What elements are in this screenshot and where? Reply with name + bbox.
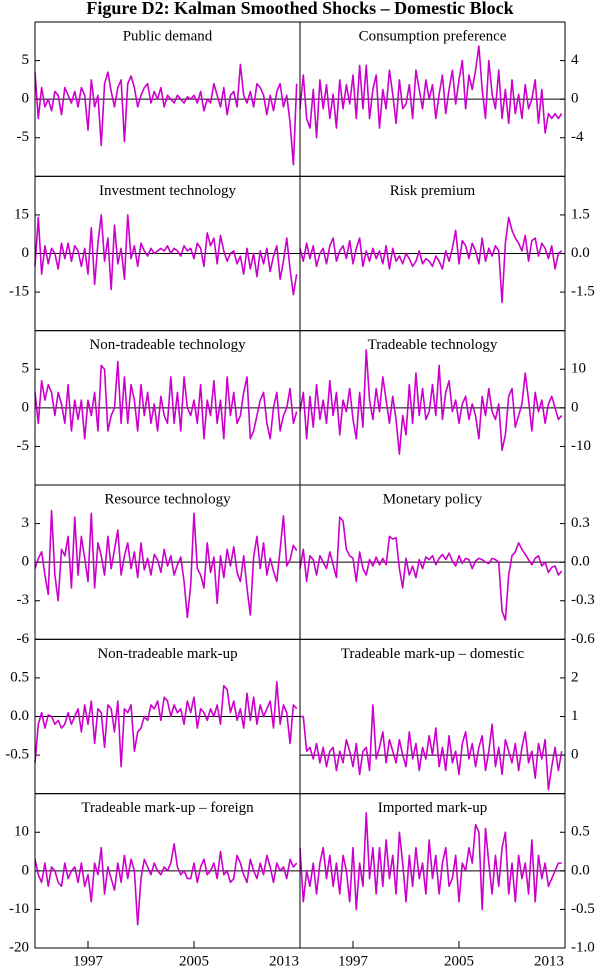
y-tick-label: 5 xyxy=(22,361,30,377)
y-tick-label: -0.5 xyxy=(571,901,595,917)
y-tick-label: 0.3 xyxy=(571,515,590,531)
panel-title: Tradeable mark-up – domestic xyxy=(341,646,524,662)
panel-title: Non-tradeable mark-up xyxy=(97,646,237,662)
y-tick-label: 0.0 xyxy=(571,554,590,570)
y-tick-label: 2 xyxy=(571,669,579,685)
series-line xyxy=(34,63,298,166)
y-tick-label: -4 xyxy=(571,129,584,145)
y-tick-label: -20 xyxy=(9,939,29,955)
series-line xyxy=(34,509,298,619)
y-tick-label: -0.5 xyxy=(5,747,29,763)
panel-title: Consumption preference xyxy=(359,28,507,44)
y-tick-label: 4 xyxy=(571,52,579,68)
series-line xyxy=(299,812,562,911)
y-tick-label: 3 xyxy=(22,515,30,531)
series-line xyxy=(299,216,563,304)
y-tick-label: 0.0 xyxy=(571,862,590,878)
y-tick-label: -3 xyxy=(17,592,30,608)
x-tick-label: 2005 xyxy=(444,953,474,969)
y-tick-label: 10 xyxy=(571,361,586,377)
figure-title: Figure D2: Kalman Smoothed Shocks – Dome… xyxy=(86,0,513,18)
y-tick-label: -10 xyxy=(9,901,29,917)
panel-frame xyxy=(299,793,566,949)
panel-title: Monetary policy xyxy=(383,491,483,507)
y-tick-label: -0.3 xyxy=(571,592,595,608)
panel-title: Tradeable mark-up – foreign xyxy=(81,800,254,816)
series-line xyxy=(299,45,563,139)
y-tick-label: -6 xyxy=(17,631,30,647)
series-line xyxy=(34,214,298,296)
y-tick-label: 0 xyxy=(571,747,579,763)
series-line xyxy=(34,843,298,926)
y-tick-label: 15 xyxy=(14,206,29,222)
y-tick-label: 0.0 xyxy=(571,245,590,261)
y-tick-label: 0 xyxy=(22,91,30,107)
panel-title: Resource technology xyxy=(104,491,231,507)
panel-title: Non-tradeable technology xyxy=(89,337,246,353)
y-tick-label: 0.5 xyxy=(10,669,29,685)
y-tick-label: 0 xyxy=(22,862,30,878)
series-line xyxy=(34,360,298,440)
y-tick-label: 0 xyxy=(571,91,579,107)
panel-frame xyxy=(299,638,566,795)
y-tick-label: 0.5 xyxy=(571,824,590,840)
series-line xyxy=(299,349,563,455)
y-tick-label: -5 xyxy=(17,438,30,454)
y-tick-label: 0.0 xyxy=(10,708,29,724)
y-tick-label: -0.6 xyxy=(571,631,595,647)
series-line xyxy=(34,680,298,768)
panel-title: Public demand xyxy=(123,28,213,44)
y-tick-label: 1.5 xyxy=(571,206,590,222)
panel-title: Tradeable technology xyxy=(368,337,498,353)
y-tick-label: -5 xyxy=(17,129,30,145)
panel-title: Risk premium xyxy=(390,183,476,199)
series-line xyxy=(300,704,563,791)
y-tick-label: 10 xyxy=(14,824,29,840)
y-tick-label: -1.5 xyxy=(571,284,595,300)
y-tick-label: -1.0 xyxy=(571,939,595,955)
series-line xyxy=(299,516,563,621)
panel-title: Imported mark-up xyxy=(378,800,488,816)
x-tick-label: 2013 xyxy=(534,953,564,969)
y-tick-label: 0 xyxy=(571,399,579,415)
y-tick-label: 5 xyxy=(22,52,30,68)
y-tick-label: 0 xyxy=(22,245,30,261)
y-tick-label: 0 xyxy=(22,554,30,570)
y-tick-label: -10 xyxy=(571,438,591,454)
x-tick-label: 2005 xyxy=(179,953,209,969)
y-tick-label: 0 xyxy=(22,399,30,415)
x-tick-label: 1997 xyxy=(338,953,369,969)
x-tick-label: 2013 xyxy=(269,953,299,969)
panel-title: Investment technology xyxy=(99,183,237,199)
x-tick-label: 1997 xyxy=(73,953,104,969)
y-tick-label: -15 xyxy=(9,284,29,300)
y-tick-label: 1 xyxy=(571,708,579,724)
